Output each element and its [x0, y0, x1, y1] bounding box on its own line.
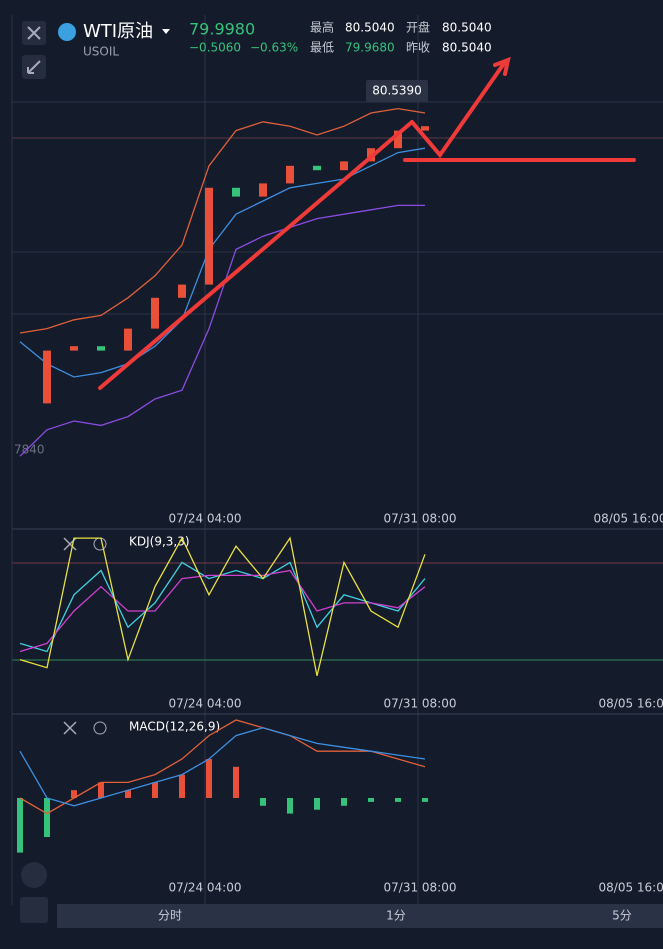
macd-bar [233, 766, 239, 798]
marks [17, 107, 429, 853]
macd-line [19, 727, 426, 807]
high-label: 80.5390 [372, 84, 422, 98]
stat-value: 79.9680 [345, 41, 395, 55]
candle [340, 161, 348, 171]
arrow [98, 120, 414, 390]
candle [70, 346, 78, 351]
stat-label: 开盘 [406, 20, 430, 35]
stat-value: 80.5040 [442, 21, 492, 35]
tab[interactable]: 1分 [386, 909, 406, 923]
settings-icon[interactable] [93, 721, 107, 735]
stat-label: 最低 [310, 41, 334, 55]
change: −0.5060 [189, 41, 241, 55]
candle [178, 284, 186, 298]
close-icon[interactable] [63, 721, 77, 735]
x-label: 08/05 16:00 [594, 512, 663, 526]
candle [232, 187, 240, 197]
x-label: 08/05 16:00 [599, 881, 663, 895]
candle [394, 130, 402, 149]
x-label: 08/05 16:00 [599, 697, 663, 711]
macd-bar [260, 798, 266, 806]
price: 79.9980 [189, 20, 255, 39]
macd-bar [341, 798, 347, 806]
candle [421, 126, 429, 131]
indicator-tool[interactable] [20, 897, 48, 923]
dropdown-icon[interactable] [162, 29, 170, 34]
candle [259, 183, 267, 197]
x-label: 07/31 08:00 [384, 697, 457, 711]
candle [286, 165, 294, 184]
x-label: 07/24 04:00 [169, 697, 242, 711]
indicator-title: KDJ(9,3,3) [129, 535, 190, 549]
band-mid [19, 147, 426, 378]
tab[interactable]: 分时 [158, 909, 182, 923]
x-label: 07/24 04:00 [169, 512, 242, 526]
candle [124, 328, 132, 351]
symbol[interactable]: WTI原油 [83, 21, 153, 42]
annotation-arrows [98, 56, 636, 390]
x-label: 07/31 08:00 [384, 512, 457, 526]
indicator-title: MACD(12,26,9) [129, 720, 220, 734]
tab[interactable]: 5分 [612, 909, 632, 923]
macd-bar [17, 798, 23, 853]
collapse-icon [27, 60, 41, 74]
left-price-label: 7840 [14, 443, 45, 457]
symbol-code: USOIL [83, 45, 119, 59]
macd-bar [287, 798, 293, 814]
stat-value: 80.5040 [442, 41, 492, 55]
macd-bar [125, 790, 131, 798]
high-tag [366, 80, 428, 102]
kdj-line [19, 536, 426, 676]
candle [151, 297, 159, 329]
band-lower [19, 204, 425, 457]
draw-tool[interactable] [21, 862, 47, 888]
candle [43, 350, 51, 404]
stat-label: 最高 [310, 20, 334, 35]
symbol-icon [58, 23, 76, 41]
macd-bar [98, 782, 104, 798]
macd-bar [152, 782, 158, 798]
candle [97, 346, 105, 351]
macd-bar [395, 798, 401, 802]
macd-bar [71, 790, 77, 798]
x-label: 07/31 08:00 [384, 881, 457, 895]
kdj-line [19, 561, 426, 653]
stat-value: 80.5040 [345, 21, 395, 35]
macd-line [19, 719, 426, 815]
tab-bar [57, 904, 663, 928]
band-upper [19, 107, 426, 334]
candle [313, 165, 321, 171]
macd-bar [179, 774, 185, 798]
kdj-line [19, 569, 426, 653]
arrow [410, 60, 507, 159]
x-label: 07/24 04:00 [169, 881, 242, 895]
macd-bar [368, 798, 374, 802]
change-pct: −0.63% [250, 41, 298, 55]
macd-bar [206, 759, 212, 798]
macd-bar [44, 798, 50, 837]
macd-bar [422, 798, 428, 802]
stat-label: 昨收 [406, 41, 430, 55]
close-icon [27, 26, 41, 40]
macd-bar [314, 798, 320, 810]
candle [205, 187, 213, 285]
arrow-head [493, 56, 511, 76]
